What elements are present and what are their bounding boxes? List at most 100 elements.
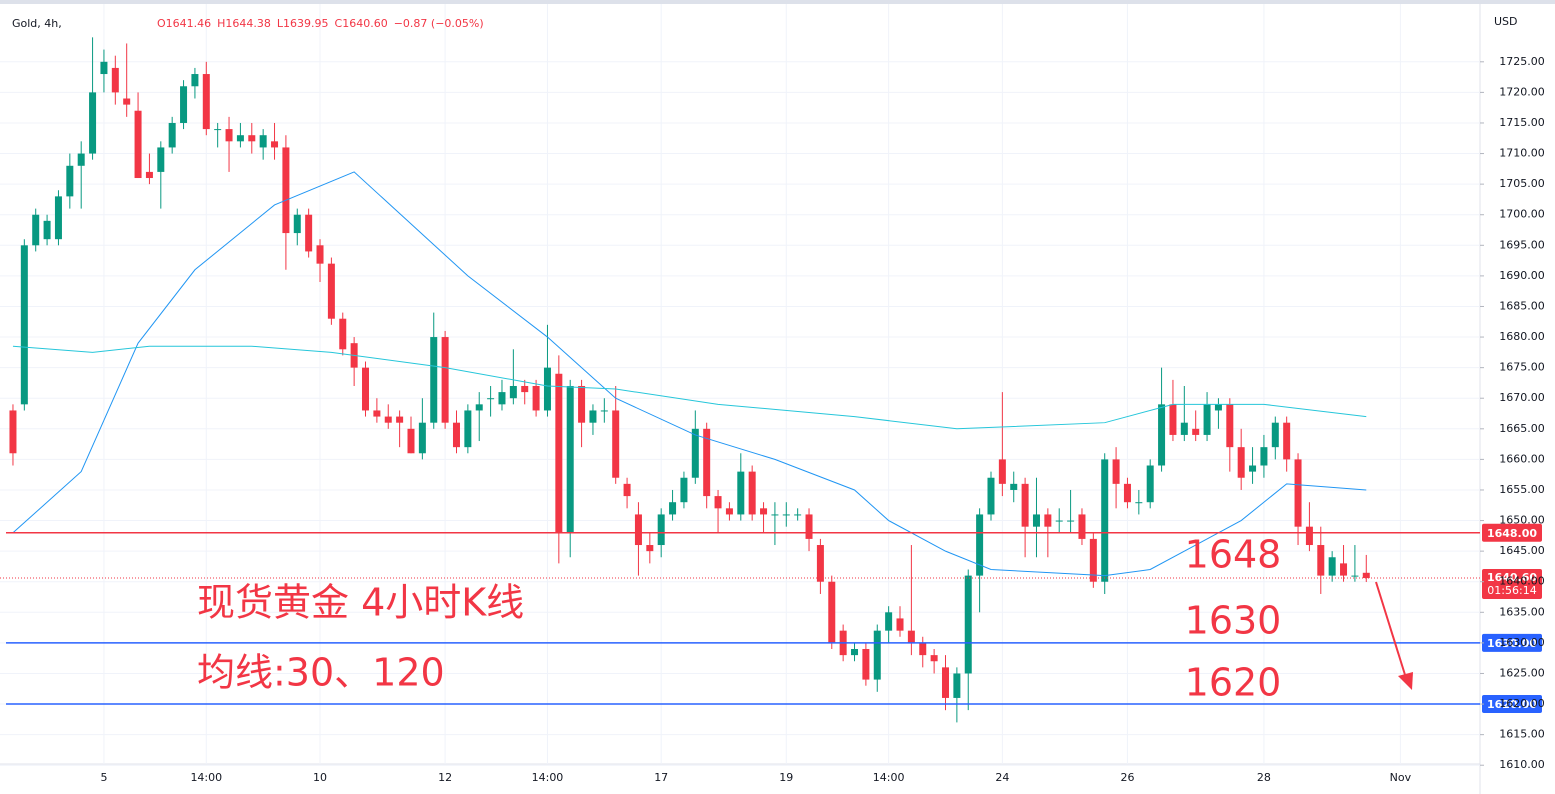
candle-body xyxy=(168,122,176,148)
candle-body xyxy=(1180,422,1188,435)
y-tick-label: 1625.00 xyxy=(1499,666,1545,679)
candle-body xyxy=(271,141,279,148)
last-price-label: 1640.60 xyxy=(1487,571,1537,584)
candle-body xyxy=(1249,465,1257,472)
candle-body xyxy=(123,98,131,105)
candle-body xyxy=(828,581,836,643)
candle-body xyxy=(976,514,984,576)
candle-body xyxy=(1294,459,1302,527)
candle-body xyxy=(1078,514,1086,539)
moving-average xyxy=(12,171,1367,577)
arrow-head xyxy=(1398,672,1413,690)
y-tick-label: 1685.00 xyxy=(1499,299,1545,312)
candle-body xyxy=(1169,404,1177,435)
candle-body xyxy=(509,385,517,399)
candle-body xyxy=(873,630,881,680)
candle-body xyxy=(714,496,722,509)
y-tick-label: 1620.00 xyxy=(1499,697,1545,710)
candle-body xyxy=(737,471,745,515)
candle-body xyxy=(293,214,301,234)
level-label: 1630.00 xyxy=(1487,637,1537,650)
y-tick-label: 1680.00 xyxy=(1499,330,1545,343)
candle-body xyxy=(1101,459,1109,582)
level-note: 1630 xyxy=(1185,598,1282,642)
candle-body xyxy=(623,483,631,497)
level-label-box xyxy=(1482,523,1542,542)
candle-body xyxy=(919,642,927,656)
candle-body xyxy=(339,318,347,350)
candle-body xyxy=(236,135,244,142)
candle-body xyxy=(987,477,995,515)
candle-body xyxy=(680,477,688,503)
x-tick-label: 5 xyxy=(100,771,107,784)
level-label: 1648.00 xyxy=(1487,527,1537,540)
candle-body xyxy=(384,416,392,423)
candle-body xyxy=(555,373,563,533)
candle-body xyxy=(816,545,824,582)
candle-body xyxy=(691,428,699,478)
candle-body xyxy=(521,385,529,393)
candle-body xyxy=(600,410,608,412)
y-tick-label: 1635.00 xyxy=(1499,605,1545,618)
y-tick-label: 1720.00 xyxy=(1499,85,1545,98)
x-tick-label: 17 xyxy=(654,771,668,784)
candle-body xyxy=(430,337,438,423)
candle-body xyxy=(316,245,324,264)
y-tick-label: 1670.00 xyxy=(1499,391,1545,404)
candle-body xyxy=(89,92,97,154)
candle-body xyxy=(646,545,654,552)
candle-body xyxy=(1055,520,1063,522)
top-border xyxy=(0,0,1555,4)
candle-body xyxy=(248,135,256,142)
candle-body xyxy=(1158,404,1166,466)
candle-body xyxy=(748,471,756,515)
candle-body xyxy=(1305,526,1313,546)
y-tick-label: 1665.00 xyxy=(1499,422,1545,435)
candle-body xyxy=(441,337,449,423)
candle-body xyxy=(282,147,290,234)
x-tick-label: 10 xyxy=(313,771,327,784)
candle-body xyxy=(1146,465,1154,503)
candle-body xyxy=(111,67,119,93)
candle-body xyxy=(145,171,153,179)
candle-body xyxy=(703,428,711,497)
x-tick-label: 26 xyxy=(1120,771,1134,784)
candle-body xyxy=(1021,483,1029,527)
y-tick-label: 1715.00 xyxy=(1499,116,1545,129)
candle-body xyxy=(452,422,460,448)
candle-body xyxy=(1328,557,1336,576)
y-tick-label: 1645.00 xyxy=(1499,544,1545,557)
candle-body xyxy=(464,410,472,448)
legend-value: H1644.38 xyxy=(217,17,271,30)
candle-body xyxy=(578,385,586,423)
y-tick-label: 1710.00 xyxy=(1499,147,1545,160)
x-tick-label: 24 xyxy=(995,771,1009,784)
candle-body xyxy=(862,649,870,680)
y-tick-label: 1655.00 xyxy=(1499,483,1545,496)
level-label-box xyxy=(1482,633,1542,652)
x-tick-label: 12 xyxy=(438,771,452,784)
y-tick-label: 1660.00 xyxy=(1499,452,1545,465)
candle-body xyxy=(1044,514,1052,527)
candle-body xyxy=(259,135,267,148)
arrow xyxy=(1375,581,1407,679)
candle-body xyxy=(305,214,313,252)
candle-body xyxy=(794,514,802,516)
candle-body xyxy=(327,263,335,319)
level-note: 1648 xyxy=(1185,532,1282,576)
candle-body xyxy=(487,398,495,400)
candle-body xyxy=(930,655,938,662)
candle-body xyxy=(77,153,85,166)
candle-body xyxy=(657,514,665,546)
candle-body xyxy=(964,575,972,674)
candle-body xyxy=(362,367,370,411)
candle-body xyxy=(1226,404,1234,448)
candle-body xyxy=(9,410,17,454)
candle-body xyxy=(1089,538,1097,582)
candle-body xyxy=(373,410,381,417)
candle-body xyxy=(43,220,51,240)
y-tick-label: 1705.00 xyxy=(1499,177,1545,190)
candle-body xyxy=(725,508,733,515)
